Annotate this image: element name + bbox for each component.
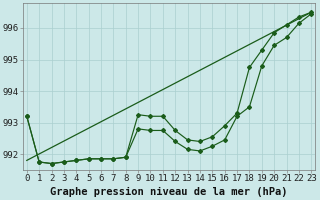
X-axis label: Graphe pression niveau de la mer (hPa): Graphe pression niveau de la mer (hPa) (50, 187, 288, 197)
